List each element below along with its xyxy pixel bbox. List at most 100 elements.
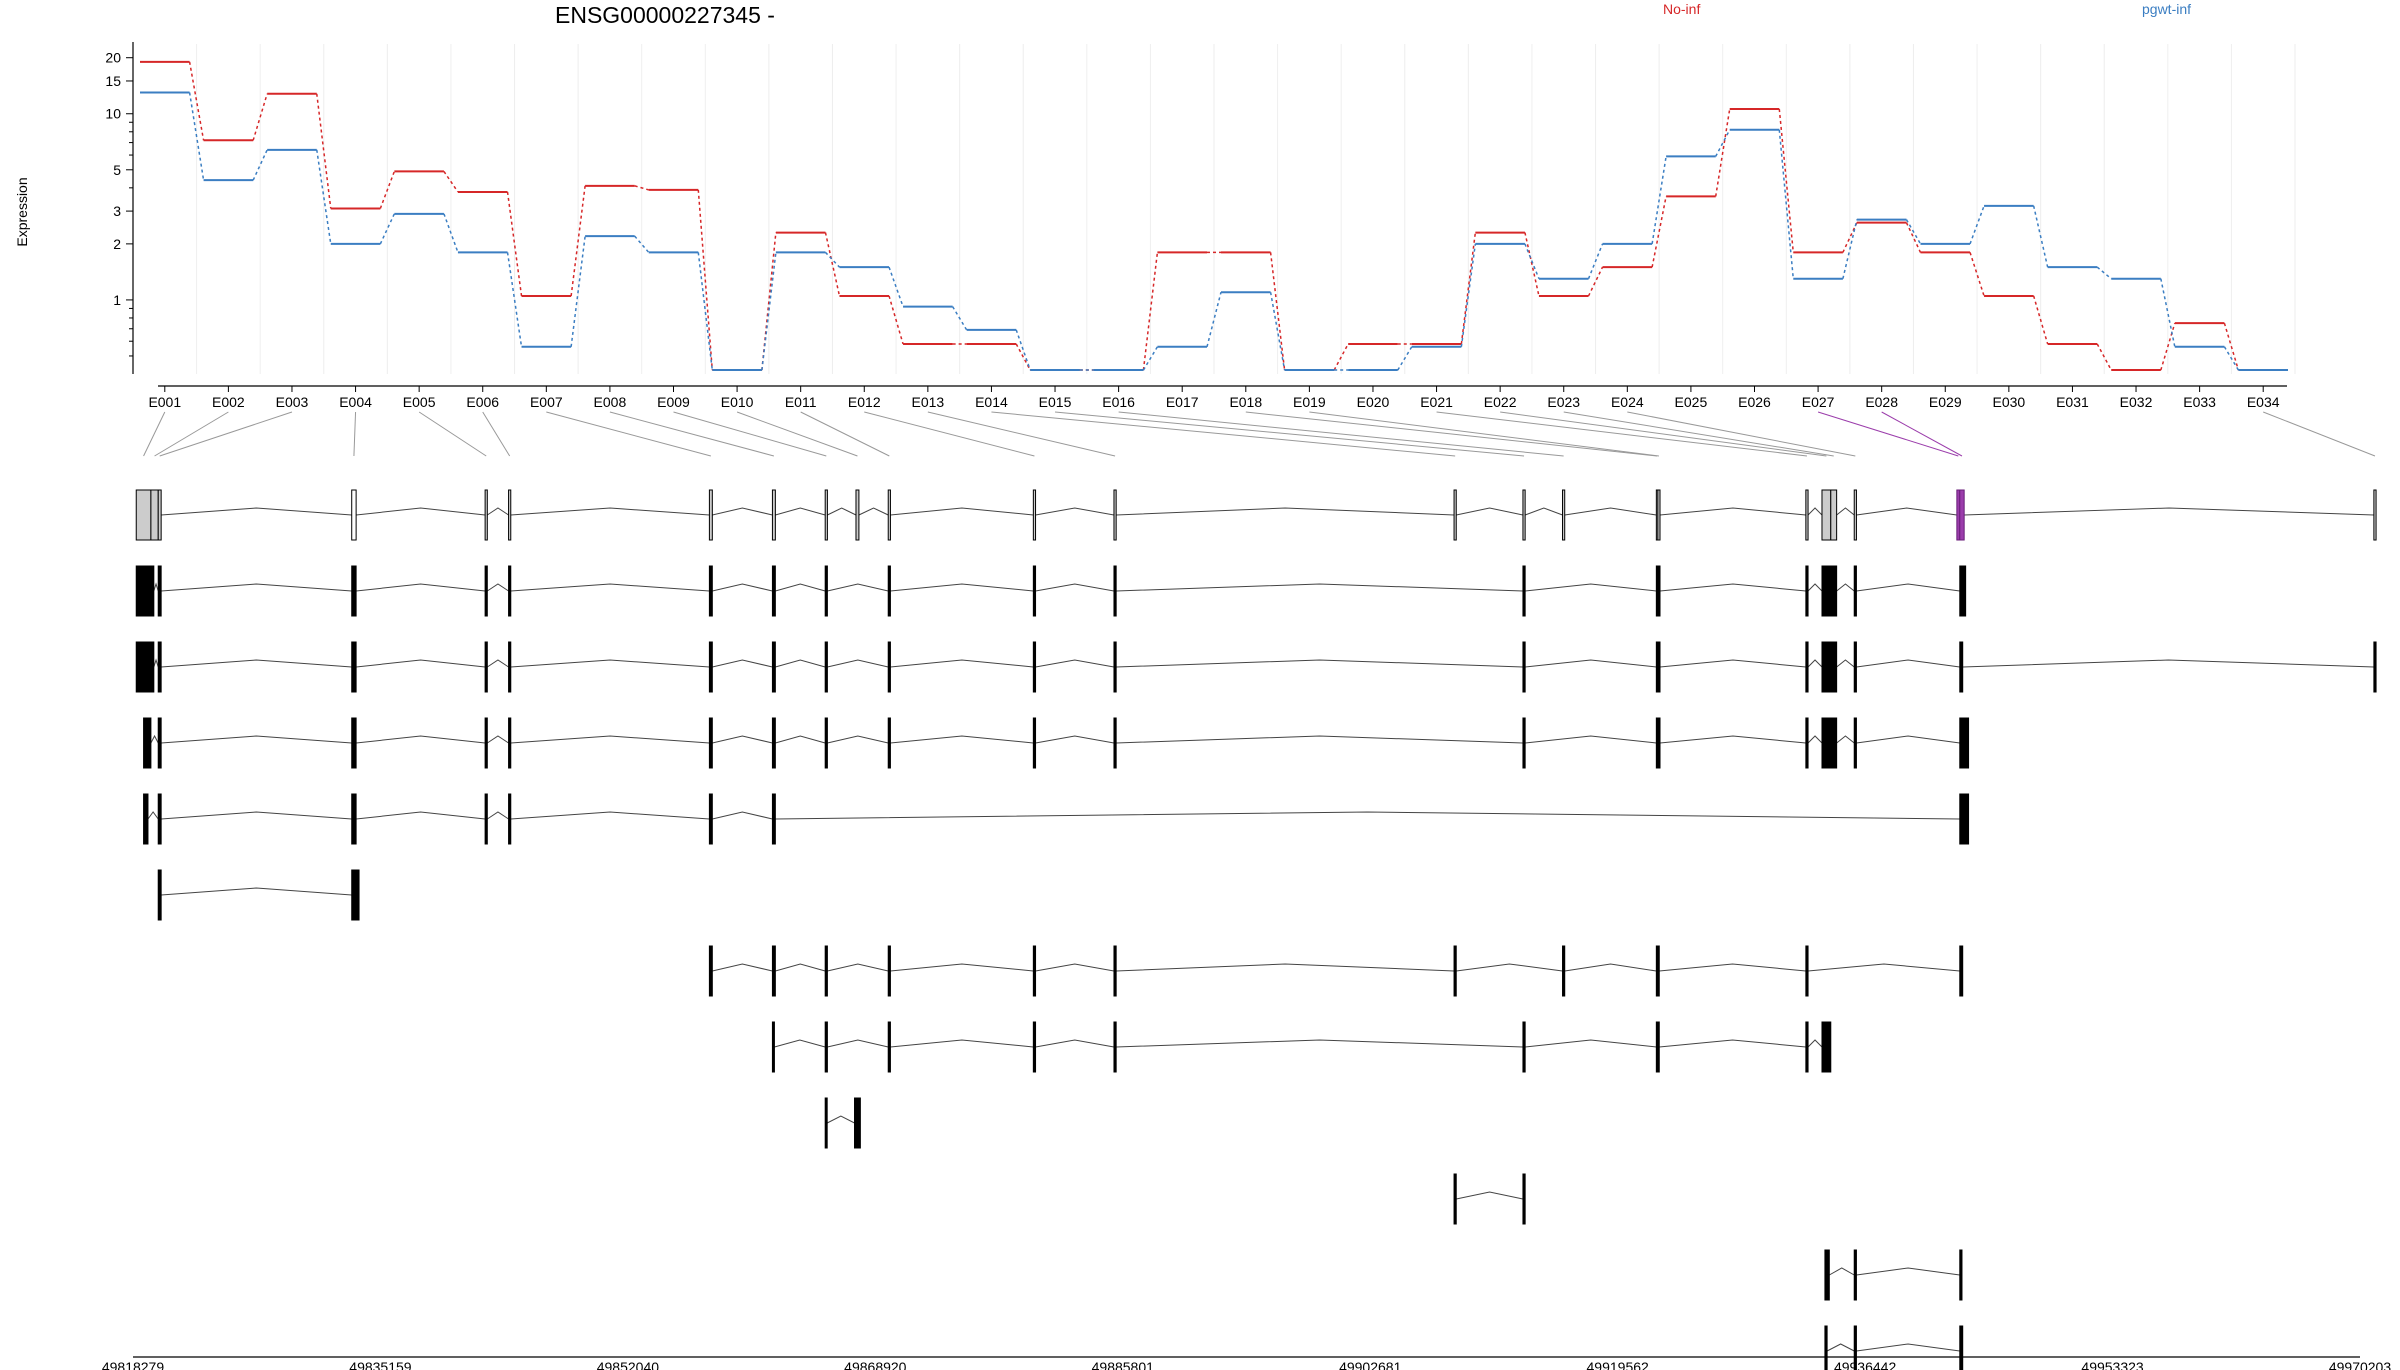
- exon-box: [1830, 489, 1838, 541]
- intron: [1856, 583, 1960, 592]
- intron: [827, 1039, 889, 1048]
- intron: [153, 582, 159, 592]
- intron: [487, 811, 509, 820]
- chart-title: ENSG00000227345 -: [555, 2, 775, 28]
- exon-tick-label: E034: [2247, 394, 2280, 410]
- exon-tick-label: E016: [1102, 394, 1135, 410]
- exon-tick-label: E009: [657, 394, 690, 410]
- y-tick-label: 2: [113, 236, 121, 252]
- transcript-model: [157, 869, 360, 921]
- exon-tick-label: E010: [721, 394, 754, 410]
- exon-box: [1113, 1021, 1117, 1073]
- series-connector: [1651, 196, 1667, 268]
- intron: [1035, 659, 1115, 668]
- exon-box: [1655, 1021, 1660, 1073]
- exon-box: [1959, 793, 1970, 845]
- exon-box: [824, 489, 828, 541]
- exon-box: [824, 1021, 828, 1073]
- exon-connector: [991, 411, 1456, 457]
- exon-box: [1113, 489, 1117, 541]
- exon-box: [887, 641, 891, 693]
- exon-tick-label: E004: [339, 394, 372, 410]
- intron: [1807, 583, 1823, 592]
- intron: [1456, 507, 1524, 516]
- exon-connector: [418, 411, 487, 457]
- genomic-tick-label: 49919562: [1587, 1359, 1650, 1370]
- exon-tick-label: E013: [912, 394, 945, 410]
- intron: [150, 734, 159, 744]
- exon-box: [1959, 945, 1964, 997]
- transcript-model: [135, 641, 2377, 693]
- exon-box: [887, 489, 891, 541]
- series-connector: [1969, 252, 1985, 297]
- exon-box: [351, 489, 357, 541]
- intron: [161, 735, 352, 744]
- exon-box: [1853, 489, 1857, 541]
- intron: [1856, 1267, 1960, 1276]
- series-connector: [1142, 346, 1159, 371]
- series-connector: [2032, 205, 2049, 268]
- intron: [826, 1115, 855, 1124]
- exon-box: [1655, 945, 1660, 997]
- intron: [1564, 507, 1657, 516]
- intron: [1116, 507, 1455, 516]
- series-connector: [252, 93, 268, 141]
- intron: [510, 735, 710, 744]
- intron: [161, 659, 352, 668]
- transcript-model: [135, 489, 2377, 541]
- y-tick-label: 10: [105, 106, 121, 122]
- intron: [161, 583, 352, 592]
- exon-box: [771, 793, 776, 845]
- intron: [1659, 659, 1806, 668]
- exon-connector: [2263, 411, 2376, 457]
- intron: [1525, 583, 1657, 592]
- exon-connector: [1627, 411, 1856, 457]
- exon-box: [1824, 1249, 1830, 1301]
- exon-tick-label: E008: [594, 394, 627, 410]
- exon-box: [351, 869, 360, 921]
- series-connector: [1269, 252, 1286, 371]
- exon-box: [1821, 489, 1832, 541]
- exon-box: [1655, 717, 1661, 769]
- exon-box: [508, 489, 512, 541]
- transcript-model: [1824, 1249, 1963, 1301]
- exon-box: [708, 489, 713, 541]
- genomic-tick-label: 49936442: [1834, 1359, 1897, 1370]
- y-tick-label: 3: [113, 203, 121, 219]
- exon-box: [1113, 641, 1117, 693]
- transcript-models: [135, 489, 2377, 1370]
- intron: [510, 811, 710, 820]
- y-axis: 1 2 3 5 10 15 20: [105, 42, 134, 374]
- exon-box: [1522, 717, 1526, 769]
- intron: [1856, 659, 1960, 668]
- transcript-model: [143, 717, 1970, 769]
- series-connector: [634, 185, 649, 191]
- genomic-tick-label: 49885801: [1092, 1359, 1155, 1370]
- exon-box: [1959, 1325, 1964, 1370]
- exon-box: [1805, 717, 1809, 769]
- exon-box: [1453, 945, 1457, 997]
- intron: [775, 659, 826, 668]
- intron: [712, 583, 773, 592]
- intron: [1807, 507, 1823, 516]
- intron: [890, 735, 1034, 744]
- intron: [1525, 1039, 1657, 1048]
- exon-box: [484, 489, 488, 541]
- exon-box: [771, 1021, 775, 1073]
- exon-box: [855, 489, 860, 541]
- exon-tick-label: E027: [1802, 394, 1835, 410]
- series-connector: [1842, 219, 1858, 279]
- exon-box: [1655, 565, 1661, 617]
- exon-connector: [1881, 411, 1963, 457]
- exon-tick-label: E003: [276, 394, 309, 410]
- exon-tick-label: E002: [212, 394, 245, 410]
- intron: [1659, 735, 1806, 744]
- intron: [775, 507, 826, 516]
- exon-box: [1821, 565, 1838, 617]
- exon-box: [1805, 945, 1809, 997]
- series-connector: [697, 252, 714, 371]
- grid: [132, 44, 2296, 374]
- exon-tick-label: E018: [1229, 394, 1262, 410]
- exon-box: [1959, 565, 1967, 617]
- exon-box: [1805, 641, 1809, 693]
